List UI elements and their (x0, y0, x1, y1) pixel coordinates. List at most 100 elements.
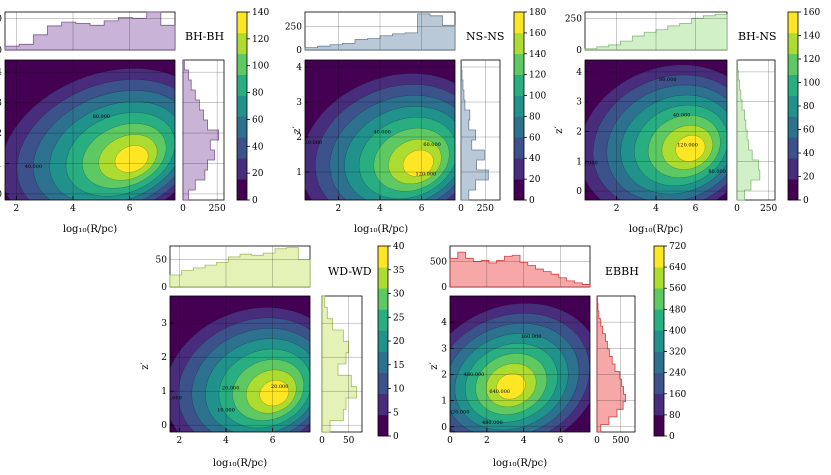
top-histogram (4, 11, 176, 51)
y-tick-label: 2 (296, 133, 302, 143)
colorbar-tick-label: 0 (529, 196, 535, 206)
contour-label: 480.000 (482, 420, 503, 426)
colorbar-tick-label: 40 (803, 149, 815, 159)
y-axis-label: z′ (429, 362, 440, 370)
colorbar-segment (788, 158, 798, 180)
density-contour (402, 149, 434, 177)
y-tick-label: 2 (0, 129, 2, 139)
colorbar-tick-label: 80 (529, 112, 541, 122)
colorbar-tick-label: 100 (803, 79, 820, 89)
x-axis-label: log₁₀(R/pc) (63, 224, 117, 235)
y-tick-label: 1 (0, 159, 2, 169)
colorbar-tick-label: 15 (393, 361, 405, 371)
colorbar-tick-label: 120 (252, 35, 269, 45)
y-axis-label: z′ (292, 126, 303, 134)
colorbar-tick-label: 0 (393, 432, 399, 442)
x-tick-label: 6 (270, 436, 276, 446)
colorbar-segment (378, 372, 388, 395)
contour-label: 60.000 (423, 142, 441, 148)
colorbar-segment (654, 372, 664, 395)
colorbar-segment (514, 116, 524, 138)
y-tick-label: 3 (0, 99, 2, 109)
x-tick-label: 0 (447, 436, 453, 446)
colorbar-segment (378, 309, 388, 331)
x-tick-label: 6 (127, 204, 133, 214)
colorbar-tick-label: 20 (803, 173, 815, 183)
hist-tick-label: 0 (180, 204, 186, 214)
panel-bh-ns: BH-NS log₁₀(R/pc) z′ 80.000 40.000 120.000… (554, 8, 820, 235)
colorbar-tick-label: 140 (529, 50, 546, 60)
colorbar-tick-label: 80 (252, 89, 264, 99)
y-tick-label: 0 (161, 421, 167, 431)
contour-label: 160.000 (521, 334, 542, 340)
hist-tick-label: 250 (565, 14, 582, 24)
y-tick-label: 1 (296, 168, 302, 178)
hist-tick-label: 0 (594, 436, 600, 446)
hist-tick-label: 250 (477, 204, 494, 214)
contour-label: 20.000 (580, 160, 598, 166)
y-axis-label: z′ (554, 126, 565, 134)
colorbar-segment (514, 179, 524, 201)
main-frame (449, 295, 591, 433)
y-axis-label: z′ (140, 362, 151, 370)
y-tick-label: 3 (296, 98, 302, 108)
colorbar-segment (514, 12, 524, 34)
colorbar-tick-label: 120 (529, 71, 546, 81)
colorbar-segment (788, 74, 798, 96)
contour-label: 40.000 (373, 130, 391, 136)
colorbar-frame (236, 11, 248, 201)
hist-tick-label: 500 (430, 257, 447, 267)
x-axis-label: log₁₀(R/pc) (629, 224, 683, 235)
colorbar-segment (237, 53, 247, 75)
side-histogram (460, 59, 489, 201)
x-tick-label: 2 (335, 204, 341, 214)
hist-tick-label: 250 (209, 204, 226, 214)
colorbar-tick-label: 60 (529, 133, 541, 143)
panel-label: BH-NS (738, 30, 777, 43)
panel-bh-bh: BH-BH log₁₀(R/pc) z′ 80.00040.0002460123… (0, 8, 269, 235)
contour-label: 80.000 (659, 77, 677, 83)
colorbar-segment (514, 95, 524, 117)
colorbar-tick-label: 0 (803, 196, 809, 206)
density-contour (496, 373, 526, 400)
side-histogram (596, 295, 626, 433)
x-tick-label: 4 (223, 436, 229, 446)
colorbar-segment (654, 330, 664, 352)
colorbar-tick-label: 80 (803, 102, 815, 112)
y-tick-label: 1 (441, 397, 447, 407)
colorbar-tick-label: 320 (669, 348, 686, 358)
colorbar-tick-label: 40 (252, 142, 264, 152)
density-field: 480.000 640.000 160.000 320.000 480.000 (450, 296, 590, 432)
contour-label: 5.000 (168, 396, 182, 402)
colorbar-segment (654, 267, 664, 289)
contour-label: 120.000 (677, 142, 698, 148)
main-frame (169, 295, 311, 433)
hist-tick-label: 0 (734, 204, 740, 214)
hist-tick-label: 0 (441, 283, 447, 293)
colorbar-tick-label: 100 (252, 62, 269, 72)
colorbar-tick-label: 560 (669, 284, 686, 294)
hist-tick-label: 250 (285, 22, 302, 32)
x-axis-label: log₁₀(R/pc) (493, 458, 547, 469)
colorbar-segment (378, 330, 388, 352)
hist-tick-label: 0 (0, 46, 2, 56)
colorbar-tick-label: 40 (529, 154, 541, 164)
contour-label: 40.000 (25, 164, 43, 170)
hist-tick-label: 0 (319, 436, 325, 446)
colorbar-tick-label: 40 (393, 242, 405, 252)
colorbar-segment (237, 158, 247, 180)
colorbar-tick-label: 160 (803, 8, 820, 18)
colorbar-tick-label: 20 (393, 337, 405, 347)
colorbar-tick-label: 140 (252, 8, 269, 18)
colorbar-tick-label: 480 (669, 305, 686, 315)
colorbar-frame (653, 245, 665, 437)
side-histogram (736, 59, 761, 201)
colorbar-tick-label: 25 (393, 313, 405, 323)
colorbar-segment (788, 12, 798, 34)
colorbar-tick-label: 60 (252, 115, 264, 125)
x-tick-label: 4 (521, 436, 527, 446)
colorbar-segment (514, 137, 524, 159)
x-tick-label: 2 (13, 204, 19, 214)
colorbar-segment (788, 32, 798, 55)
